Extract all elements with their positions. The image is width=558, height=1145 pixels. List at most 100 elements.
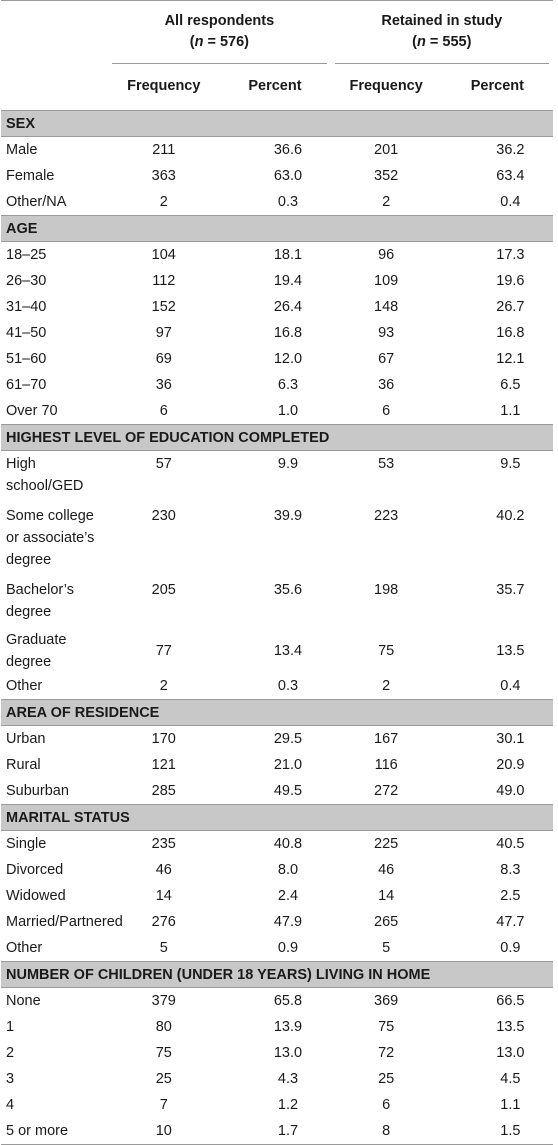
frequency-cell: 285: [151, 783, 176, 799]
percent-cell: 12.0: [273, 351, 303, 367]
section-title: SEX: [1, 110, 553, 137]
group-title: Retained in study: [381, 13, 503, 29]
frequency-cell: 104: [151, 247, 176, 263]
frequency-cell: 14: [378, 888, 395, 904]
frequency-cell: 265: [374, 914, 399, 930]
frequency-cell: 205: [151, 582, 176, 598]
frequency-cell: 112: [152, 273, 176, 289]
percent-cell: 0.3: [277, 678, 299, 694]
column-header: Frequency: [349, 78, 423, 94]
table-row: Female 363 63.0 352 63.4: [1, 163, 553, 189]
group-n: (n = 576): [189, 34, 249, 50]
frequency-cell: 75: [378, 643, 395, 659]
row-label: 41–50: [6, 325, 47, 341]
percent-cell: 1.7: [219, 1118, 331, 1145]
percent-cell: 21.0: [273, 757, 303, 773]
row-label: None: [6, 993, 41, 1009]
frequency-cell: 69: [155, 351, 172, 367]
percent-cell: 29.5: [273, 731, 303, 747]
percent-cell: 63.0: [273, 168, 303, 184]
table-row: Single 235 40.8 225 40.5: [1, 831, 553, 858]
percent-cell: 4.5: [500, 1071, 521, 1087]
percent-cell: 47.7: [496, 914, 525, 930]
frequency-cell: 109: [374, 273, 399, 289]
section-title: AGE: [1, 215, 553, 242]
table-row: Divorced 46 8.0 46 8.3: [1, 857, 553, 883]
frequency-cell: 201: [374, 142, 399, 158]
row-label: High school/GED: [6, 456, 84, 494]
frequency-cell: 352: [374, 168, 399, 184]
section-header-row: AREA OF RESIDENCE: [1, 699, 553, 726]
percent-cell: 13.4: [273, 643, 303, 659]
percent-cell: 6.5: [500, 377, 521, 393]
percent-cell: 26.7: [496, 299, 525, 315]
row-label: Widowed: [6, 888, 66, 904]
row-label: 61–70: [6, 377, 47, 393]
row-label: Divorced: [6, 862, 64, 878]
frequency-cell: 363: [151, 168, 176, 184]
frequency-cell: 198: [374, 582, 399, 598]
percent-cell: 1.5: [441, 1118, 553, 1145]
frequency-cell: 235: [151, 836, 176, 852]
frequency-cell: 2: [159, 678, 168, 694]
row-label: 26–30: [6, 273, 47, 289]
table-row: High school/GED 57 9.9 53 9.5: [1, 451, 553, 504]
section-header-row: NUMBER OF CHILDREN (UNDER 18 YEARS) LIVI…: [1, 961, 553, 988]
frequency-cell: 6: [382, 1097, 391, 1113]
table-row: 26–30 112 19.4 109 19.6: [1, 268, 553, 294]
row-label: 18–25: [6, 247, 47, 263]
section-title: NUMBER OF CHILDREN (UNDER 18 YEARS) LIVI…: [1, 961, 553, 988]
frequency-cell: 75: [378, 1019, 395, 1035]
frequency-cell: 80: [155, 1019, 172, 1035]
column-header: Frequency: [127, 78, 201, 94]
row-label: Other: [6, 678, 43, 694]
section-title: AREA OF RESIDENCE: [1, 699, 553, 726]
frequency-cell: 121: [151, 757, 176, 773]
percent-cell: 49.5: [273, 783, 303, 799]
percent-cell: 40.2: [496, 508, 525, 524]
frequency-cell: 96: [378, 247, 395, 263]
frequency-cell: 77: [155, 643, 172, 659]
table-row: Married/Partnered 276 47.9 265 47.7: [1, 909, 553, 935]
group-header-retained: Retained in study (n = 555): [331, 1, 553, 64]
row-label: Female: [6, 168, 55, 184]
percent-cell: 1.0: [277, 403, 299, 419]
frequency-cell: 170: [151, 731, 176, 747]
row-label: Single: [6, 836, 47, 852]
table-row: Some college or associate’s degree 230 39.…: [1, 503, 553, 577]
frequency-cell: 167: [374, 731, 399, 747]
frequency-cell: 369: [374, 993, 399, 1009]
table-row: Rural 121 21.0 116 20.9: [1, 752, 553, 778]
table-row: 1 80 13.9 75 13.5: [1, 1014, 553, 1040]
table-row: 4 7 1.2 6 1.1: [1, 1092, 553, 1118]
column-header-row: Frequency Percent Frequency Percent: [1, 64, 553, 111]
section-header-row: AGE: [1, 215, 553, 242]
percent-cell: 0.9: [500, 940, 521, 956]
frequency-cell: 97: [155, 325, 172, 341]
row-label: Other: [6, 940, 43, 956]
percent-cell: 36.6: [273, 142, 303, 158]
percent-cell: 0.4: [500, 194, 521, 210]
percent-cell: 35.6: [273, 582, 303, 598]
frequency-cell: 5: [159, 940, 168, 956]
group-header-row: All respondents (n = 576) Retained in st…: [1, 1, 553, 64]
row-label: 4: [6, 1097, 15, 1113]
corner-cell: [1, 1, 108, 64]
group-header-all: All respondents (n = 576): [108, 1, 330, 64]
frequency-cell: 75: [155, 1045, 172, 1061]
frequency-cell: 93: [378, 325, 395, 341]
table-row: 31–40 152 26.4 148 26.7: [1, 294, 553, 320]
table-row: 61–70 36 6.3 36 6.5: [1, 372, 553, 398]
table-row: Other 5 0.9 5 0.9: [1, 935, 553, 962]
percent-cell: 18.1: [273, 247, 303, 263]
frequency-cell: 14: [155, 888, 172, 904]
table-row: Suburban 285 49.5 272 49.0: [1, 778, 553, 805]
percent-cell: 17.3: [496, 247, 525, 263]
percent-cell: 36.2: [496, 142, 525, 158]
percent-cell: 30.1: [496, 731, 525, 747]
frequency-cell: 10: [108, 1118, 220, 1145]
row-label: 1: [6, 1019, 15, 1035]
percent-cell: 35.7: [496, 582, 525, 598]
frequency-cell: 25: [155, 1071, 172, 1087]
